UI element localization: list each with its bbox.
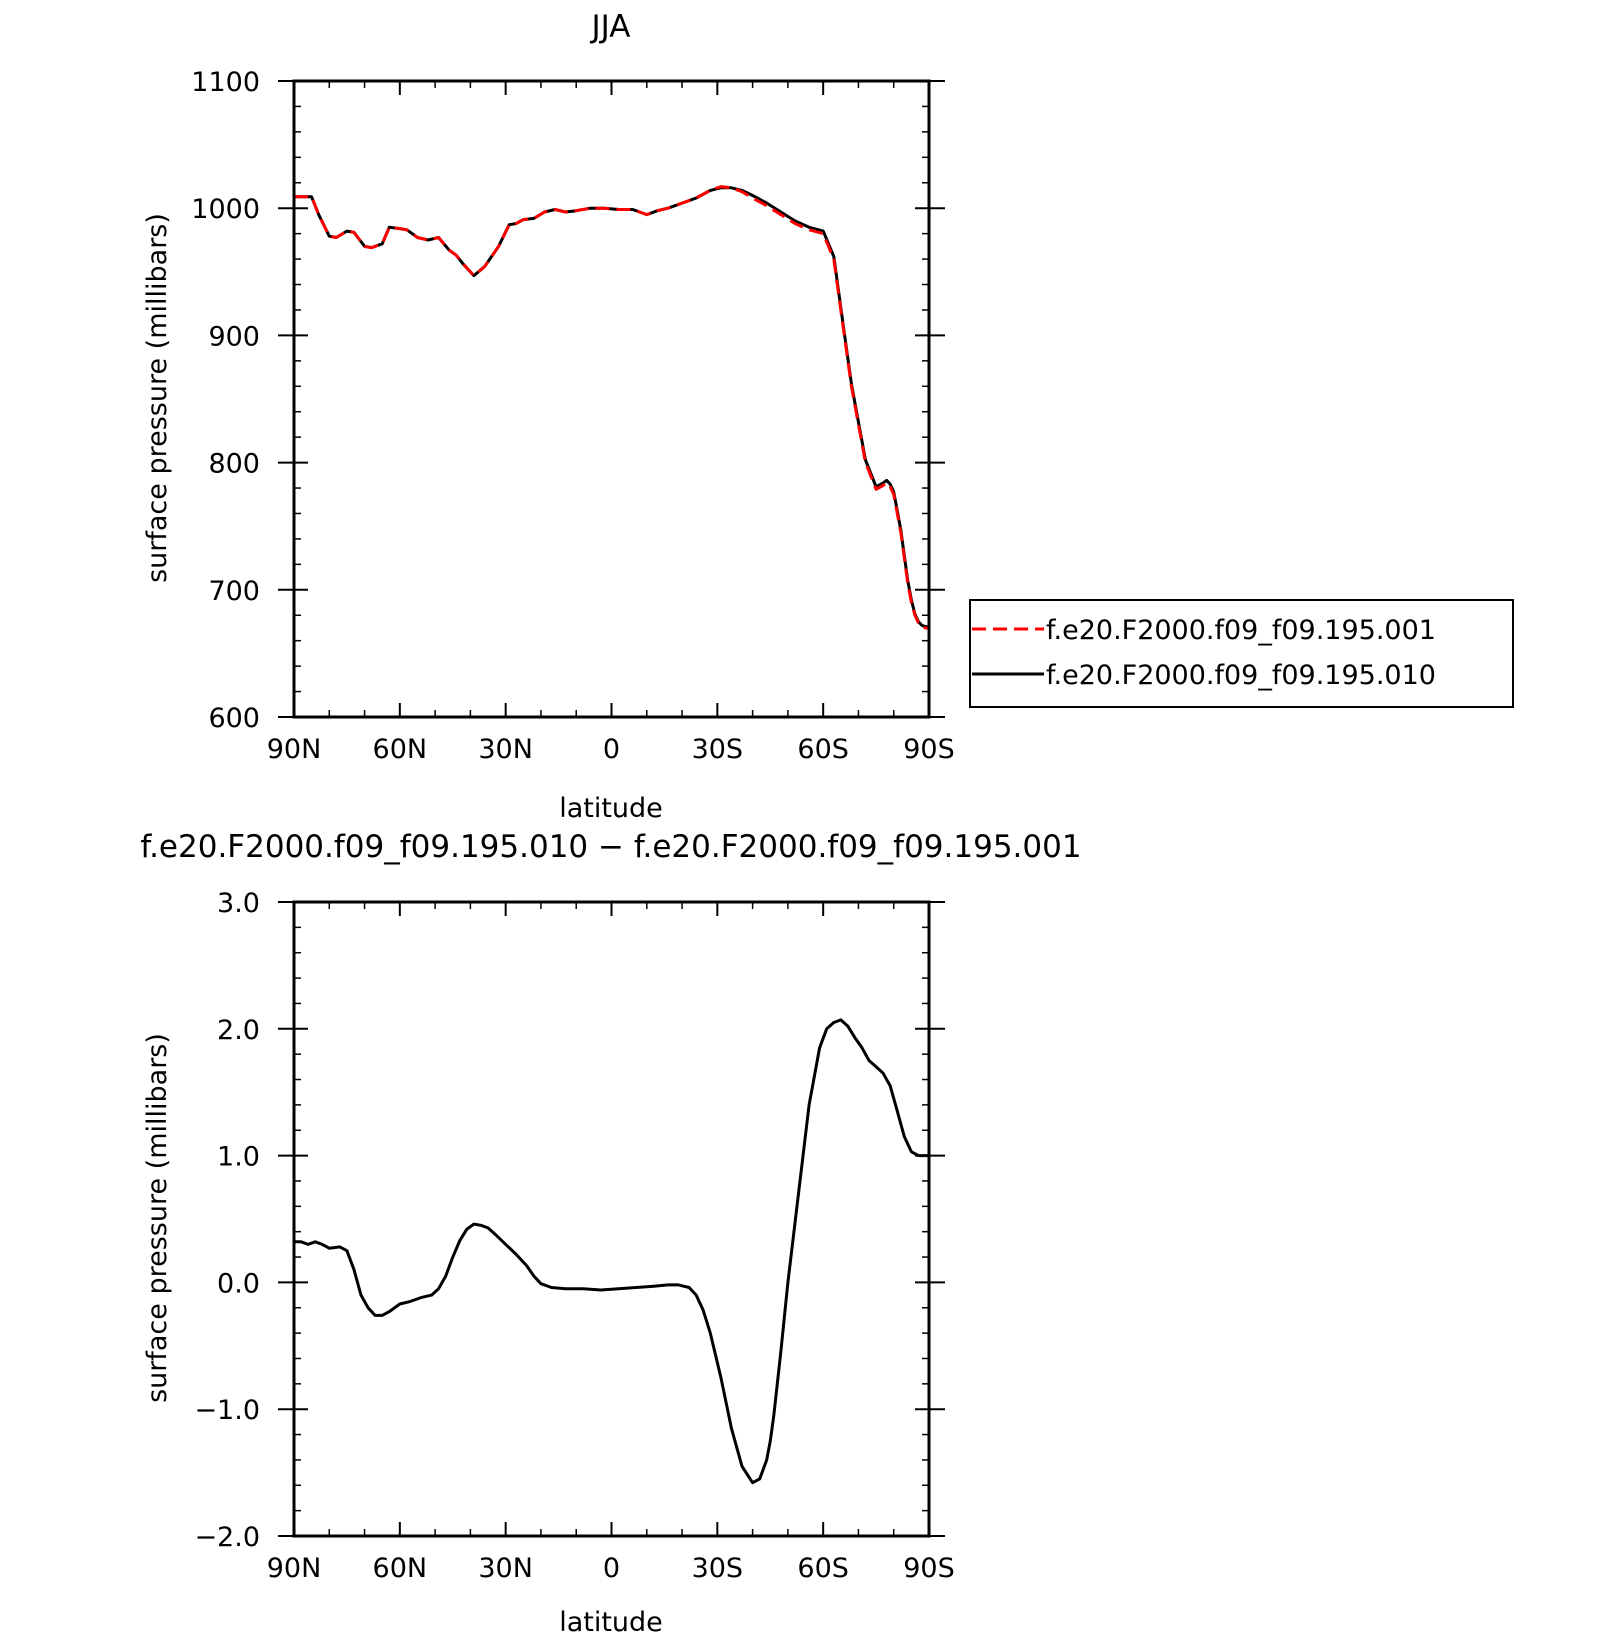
bottom-x-tick-label: 30S <box>692 1553 744 1584</box>
bottom-plot-frame <box>292 900 931 1538</box>
bottom-y-tick-label: 0.0 <box>217 1268 260 1299</box>
bottom-x-tick-label: 30N <box>478 1553 533 1584</box>
bottom-y-tick-label: 2.0 <box>217 1015 260 1046</box>
top-x-tick-label: 90N <box>267 734 322 765</box>
bottom-x-tick-label: 60S <box>797 1553 849 1584</box>
legend-entry-010: f.e20.F2000.f09_f09.195.010 <box>1046 660 1436 691</box>
bottom-x-tick-label: 0 <box>603 1553 620 1584</box>
bottom-y-axis-label: surface pressure (millibars) <box>142 1033 173 1403</box>
bottom-axis-ticks: 90N 60N 30N 0 30S 60S 90S −2.0 −1.0 0.0 1.0 2.0 3.0 <box>194 888 954 1584</box>
bottom-y-tick-label: −1.0 <box>194 1395 260 1426</box>
bottom-y-tick-label: 3.0 <box>217 888 260 919</box>
top-series-line-1 <box>294 186 929 629</box>
top-series-line-0 <box>294 185 929 630</box>
top-y-axis-label: surface pressure (millibars) <box>142 213 173 583</box>
top-y-tick-label: 700 <box>208 576 260 607</box>
bottom-y-tick-label: 1.0 <box>217 1142 260 1173</box>
bottom-panel: f.e20.F2000.f09_f09.195.010 − f.e20.F200… <box>140 829 1081 1635</box>
top-y-tick-label: 1000 <box>191 194 260 225</box>
bottom-chart-title: f.e20.F2000.f09_f09.195.010 − f.e20.F200… <box>140 829 1081 865</box>
bottom-y-tick-label: −2.0 <box>194 1522 260 1553</box>
legend-entry-001: f.e20.F2000.f09_f09.195.001 <box>1046 615 1436 646</box>
top-x-tick-label: 60S <box>797 734 849 765</box>
bottom-x-axis-label: latitude <box>559 1607 663 1635</box>
top-y-tick-label: 800 <box>208 449 260 480</box>
top-x-tick-label: 0 <box>603 734 620 765</box>
top-y-tick-label: 1100 <box>191 67 260 98</box>
bottom-x-tick-label: 60N <box>373 1553 428 1584</box>
legend: f.e20.F2000.f09_f09.195.001 f.e20.F2000.… <box>969 599 1514 708</box>
top-x-tick-label: 90S <box>903 734 955 765</box>
bottom-x-tick-label: 90N <box>267 1553 322 1584</box>
bottom-series-line-0 <box>294 1018 929 1485</box>
top-x-tick-label: 30N <box>478 734 533 765</box>
top-y-tick-label: 600 <box>208 703 260 734</box>
top-chart-title: JJA <box>590 9 631 45</box>
top-x-tick-label: 30S <box>692 734 744 765</box>
top-panel: JJA latitude surface pressure (millibars… <box>142 9 955 824</box>
top-x-tick-label: 60N <box>373 734 428 765</box>
top-plot-frame <box>292 79 931 719</box>
bottom-plot-lines <box>294 1018 929 1485</box>
top-plot-lines <box>294 185 929 630</box>
top-x-axis-label: latitude <box>559 793 663 824</box>
legend-box <box>969 599 1514 708</box>
top-y-tick-label: 900 <box>208 321 260 352</box>
top-axis-ticks: 90N 60N 30N 0 30S 60S 90S 600 700 800 900 1000 1100 <box>191 67 954 765</box>
bottom-x-tick-label: 90S <box>903 1553 955 1584</box>
